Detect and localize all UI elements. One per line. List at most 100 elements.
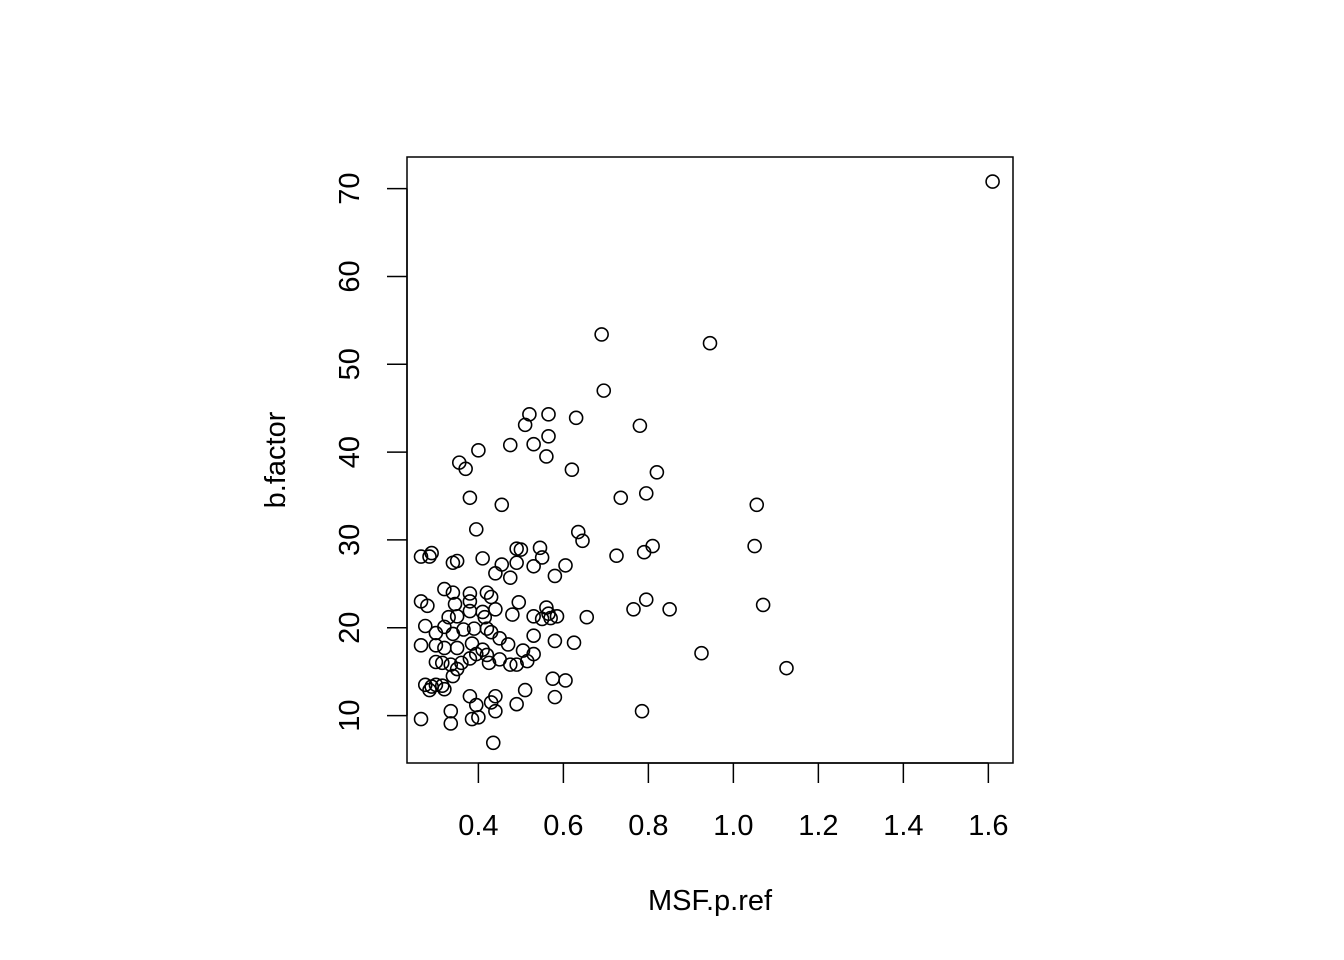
data-point xyxy=(547,689,563,705)
data-point xyxy=(485,735,501,751)
data-point xyxy=(526,628,541,643)
y-tick-label: 20 xyxy=(334,612,366,644)
data-point xyxy=(613,490,629,506)
x-tick-label: 0.6 xyxy=(543,810,583,842)
data-point xyxy=(471,710,486,725)
data-point xyxy=(428,654,444,670)
data-point xyxy=(462,688,478,704)
data-point xyxy=(749,497,765,513)
data-point xyxy=(492,630,507,646)
data-point xyxy=(462,586,478,601)
data-point xyxy=(558,673,573,688)
data-point xyxy=(636,544,652,560)
data-point xyxy=(545,671,561,686)
data-point xyxy=(443,716,459,731)
data-point xyxy=(509,696,524,712)
data-point xyxy=(445,555,461,571)
data-point xyxy=(596,383,612,398)
data-point xyxy=(500,637,516,652)
data-point xyxy=(502,657,518,672)
data-point xyxy=(755,597,771,613)
y-tick-label: 30 xyxy=(334,524,366,556)
data-point xyxy=(566,635,582,650)
data-point xyxy=(645,538,660,554)
data-point xyxy=(626,602,641,617)
data-point xyxy=(413,549,429,564)
data-point xyxy=(479,647,495,663)
data-point xyxy=(434,655,450,671)
data-point xyxy=(534,611,550,627)
data-point xyxy=(413,711,429,727)
data-point xyxy=(541,407,556,422)
data-point xyxy=(477,609,493,625)
data-point xyxy=(517,417,533,433)
data-point xyxy=(479,585,495,600)
data-point xyxy=(462,594,478,609)
data-point xyxy=(568,410,584,426)
x-axis-label: MSF.p.ref xyxy=(648,885,773,917)
data-point xyxy=(579,609,595,625)
data-point xyxy=(513,542,529,557)
data-point xyxy=(594,327,609,342)
y-tick-label: 10 xyxy=(334,699,366,731)
data-point xyxy=(475,551,490,566)
data-point xyxy=(471,443,486,458)
data-point xyxy=(445,626,461,642)
data-point xyxy=(526,609,541,624)
y-tick-label: 60 xyxy=(334,260,366,292)
data-point xyxy=(449,609,465,624)
data-point xyxy=(422,549,437,564)
data-point xyxy=(632,418,648,434)
data-point xyxy=(437,681,452,697)
data-point xyxy=(534,550,550,565)
data-point xyxy=(443,703,459,719)
data-point xyxy=(570,524,586,540)
x-tick-label: 1.2 xyxy=(798,810,838,842)
x-tick-label: 0.4 xyxy=(458,810,498,842)
data-point xyxy=(694,645,709,661)
x-tick-label: 0.8 xyxy=(628,810,668,842)
data-point xyxy=(779,660,794,676)
data-point xyxy=(449,661,465,677)
data-point xyxy=(437,640,452,656)
data-points xyxy=(413,174,1000,751)
data-point xyxy=(422,682,437,698)
data-point xyxy=(488,565,503,581)
data-point xyxy=(424,545,439,561)
data-point xyxy=(549,609,565,624)
data-point xyxy=(462,490,478,506)
data-point xyxy=(547,633,563,649)
data-point xyxy=(747,538,762,554)
data-point xyxy=(543,610,558,626)
data-point xyxy=(539,449,554,464)
data-point xyxy=(420,598,435,614)
data-point xyxy=(526,436,541,452)
data-point xyxy=(428,625,444,641)
data-point xyxy=(519,653,535,669)
data-point xyxy=(464,711,480,727)
data-point xyxy=(532,540,548,556)
data-point xyxy=(468,697,484,713)
data-point xyxy=(564,462,580,477)
y-axis: 10 20 30 40 50 60 70 xyxy=(334,172,408,732)
data-point xyxy=(413,638,429,653)
data-point xyxy=(494,497,510,513)
data-point xyxy=(462,603,478,619)
y-tick-label: 70 xyxy=(334,172,366,204)
data-point xyxy=(547,568,563,584)
x-tick-label: 1.4 xyxy=(883,810,923,842)
data-point xyxy=(434,678,450,694)
data-point xyxy=(509,555,524,571)
data-point xyxy=(437,581,452,597)
y-tick-label: 50 xyxy=(334,348,366,380)
data-point xyxy=(445,668,461,684)
data-point xyxy=(509,657,524,672)
data-point xyxy=(502,570,518,585)
data-point xyxy=(488,703,503,719)
data-point xyxy=(441,609,456,625)
x-tick-label: 1.0 xyxy=(713,810,753,842)
x-tick-label: 1.6 xyxy=(968,810,1008,842)
data-point xyxy=(483,695,499,710)
data-point xyxy=(458,461,473,477)
